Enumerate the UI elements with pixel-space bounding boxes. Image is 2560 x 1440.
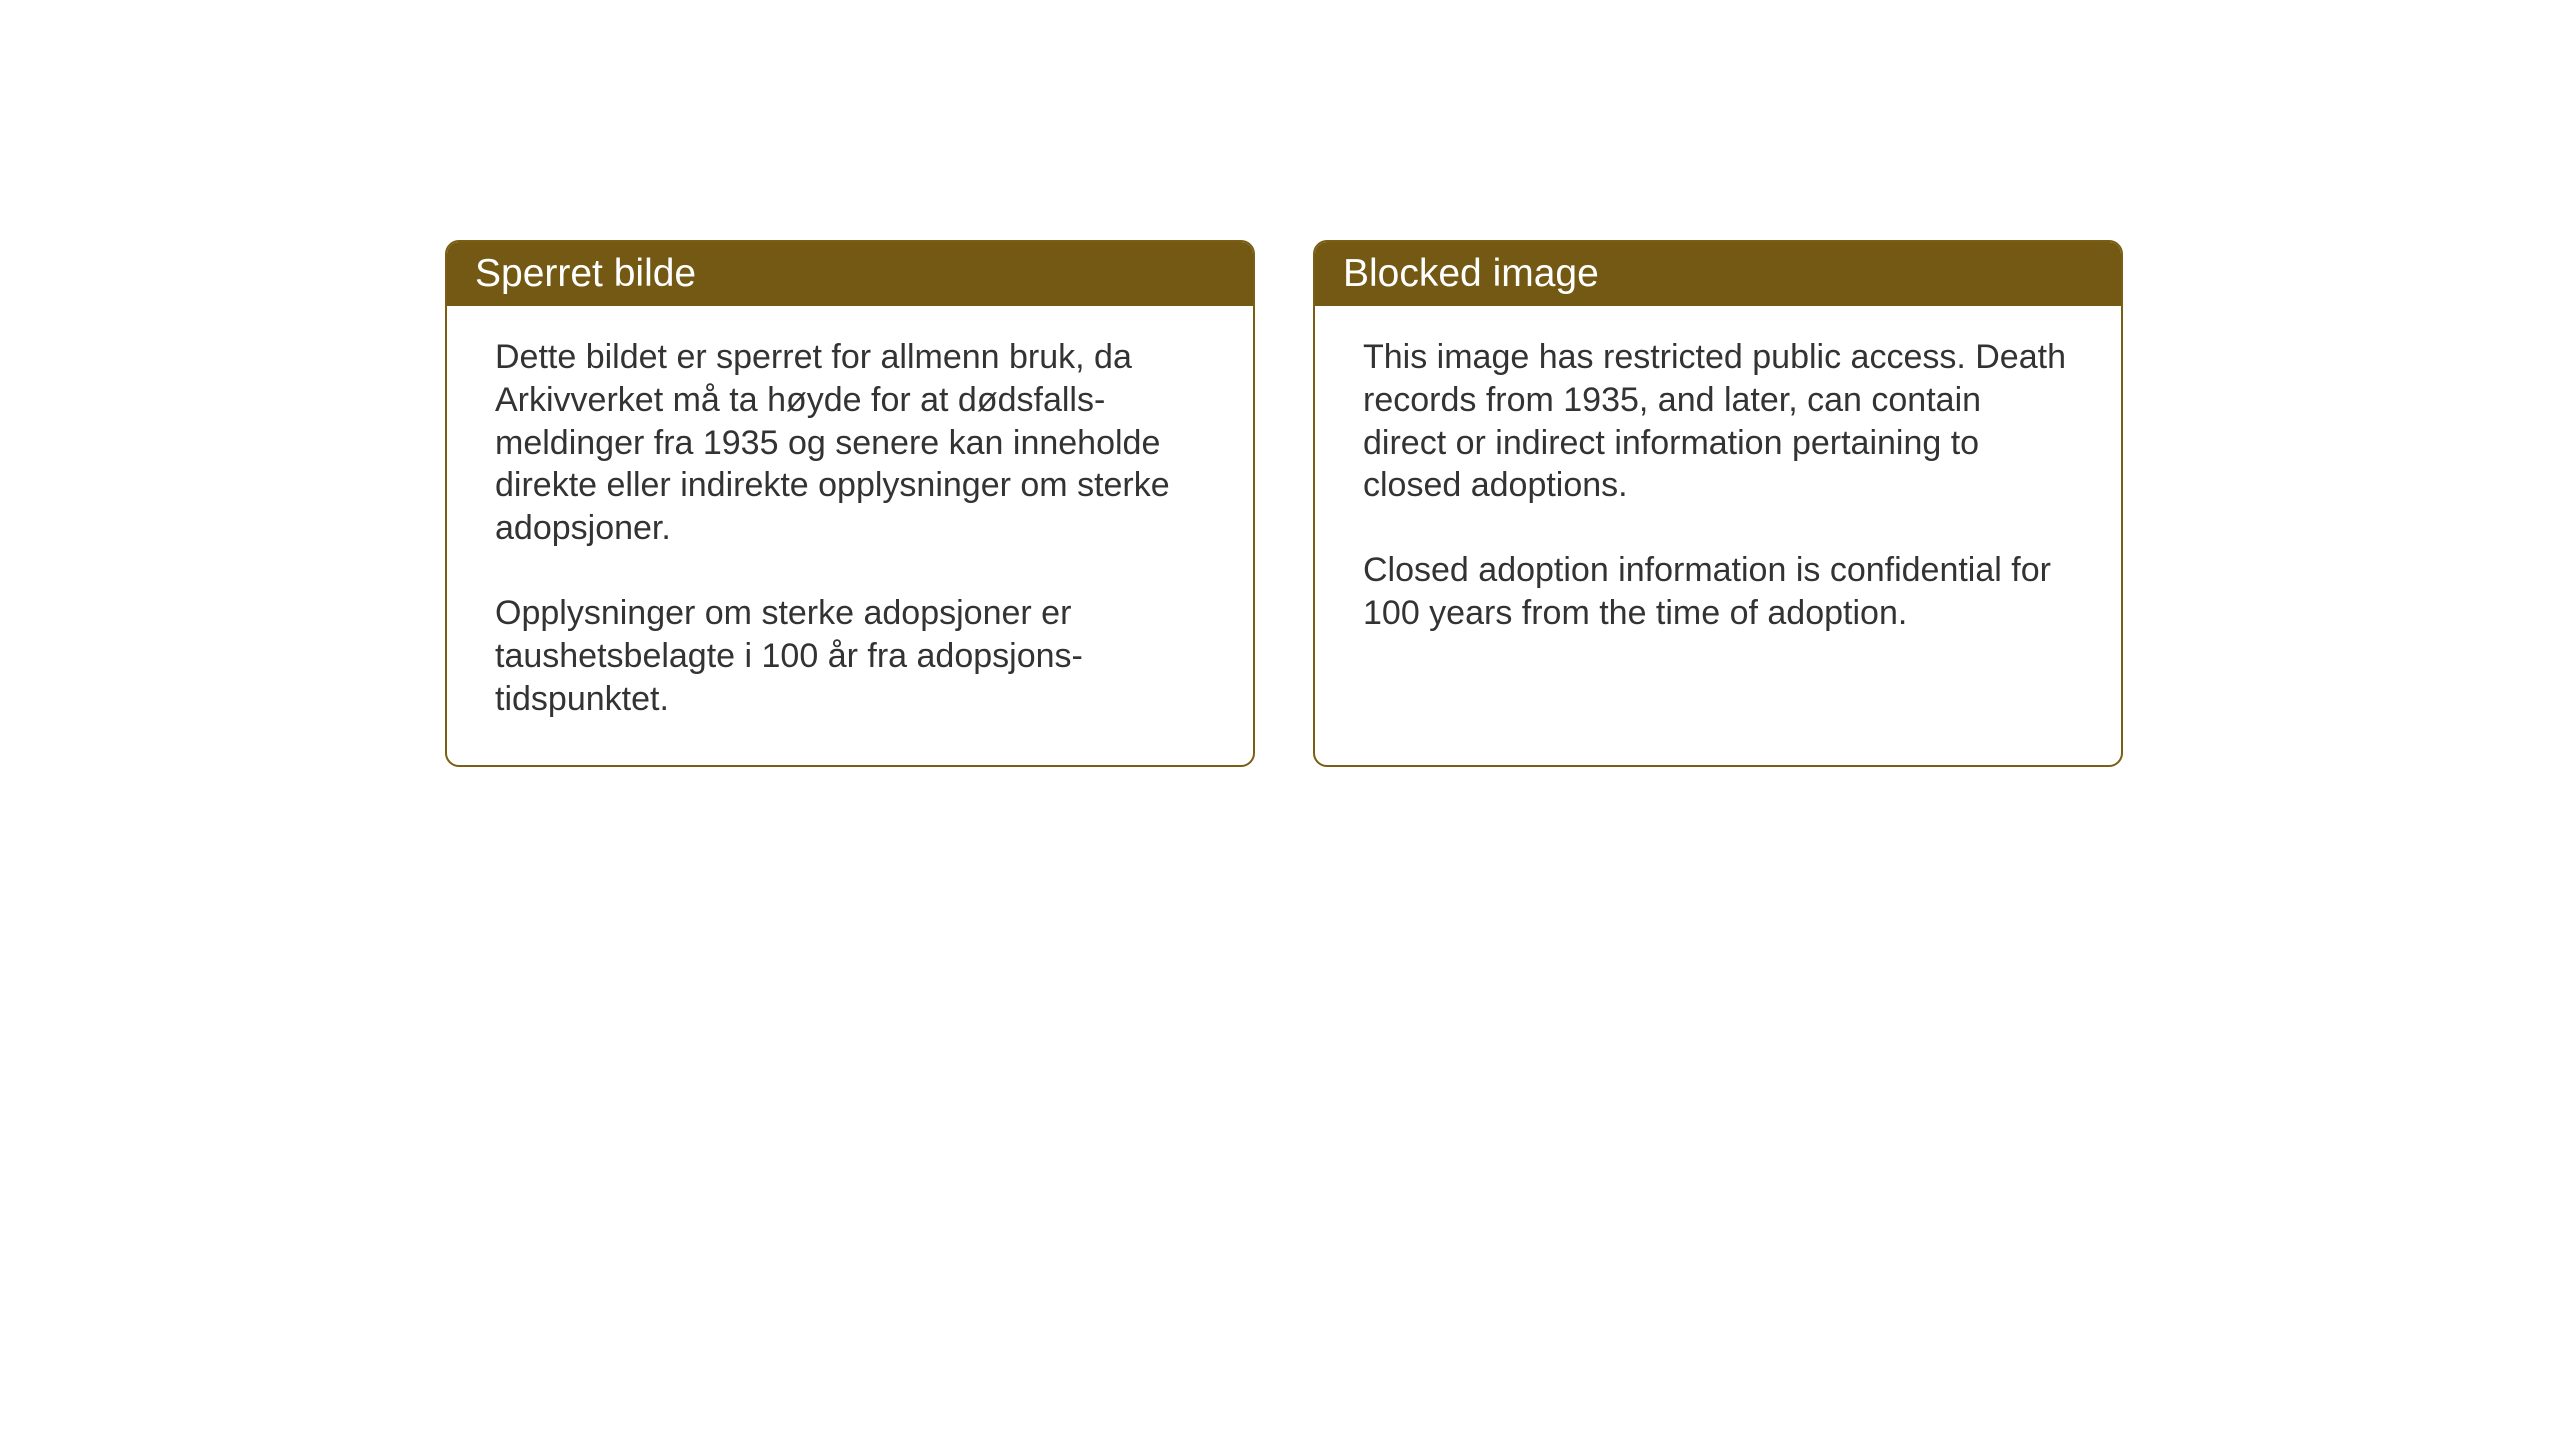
notice-box-norwegian: Sperret bilde Dette bildet er sperret fo… — [445, 240, 1255, 767]
notice-header-norwegian: Sperret bilde — [447, 242, 1253, 306]
notice-paragraph: Dette bildet er sperret for allmenn bruk… — [495, 336, 1205, 550]
notice-body-norwegian: Dette bildet er sperret for allmenn bruk… — [447, 306, 1253, 765]
notice-paragraph: Opplysninger om sterke adopsjoner er tau… — [495, 592, 1205, 720]
notice-box-english: Blocked image This image has restricted … — [1313, 240, 2123, 767]
notices-container: Sperret bilde Dette bildet er sperret fo… — [445, 240, 2123, 767]
notice-paragraph: Closed adoption information is confident… — [1363, 549, 2073, 635]
notice-header-english: Blocked image — [1315, 242, 2121, 306]
notice-body-english: This image has restricted public access.… — [1315, 306, 2121, 679]
notice-paragraph: This image has restricted public access.… — [1363, 336, 2073, 507]
